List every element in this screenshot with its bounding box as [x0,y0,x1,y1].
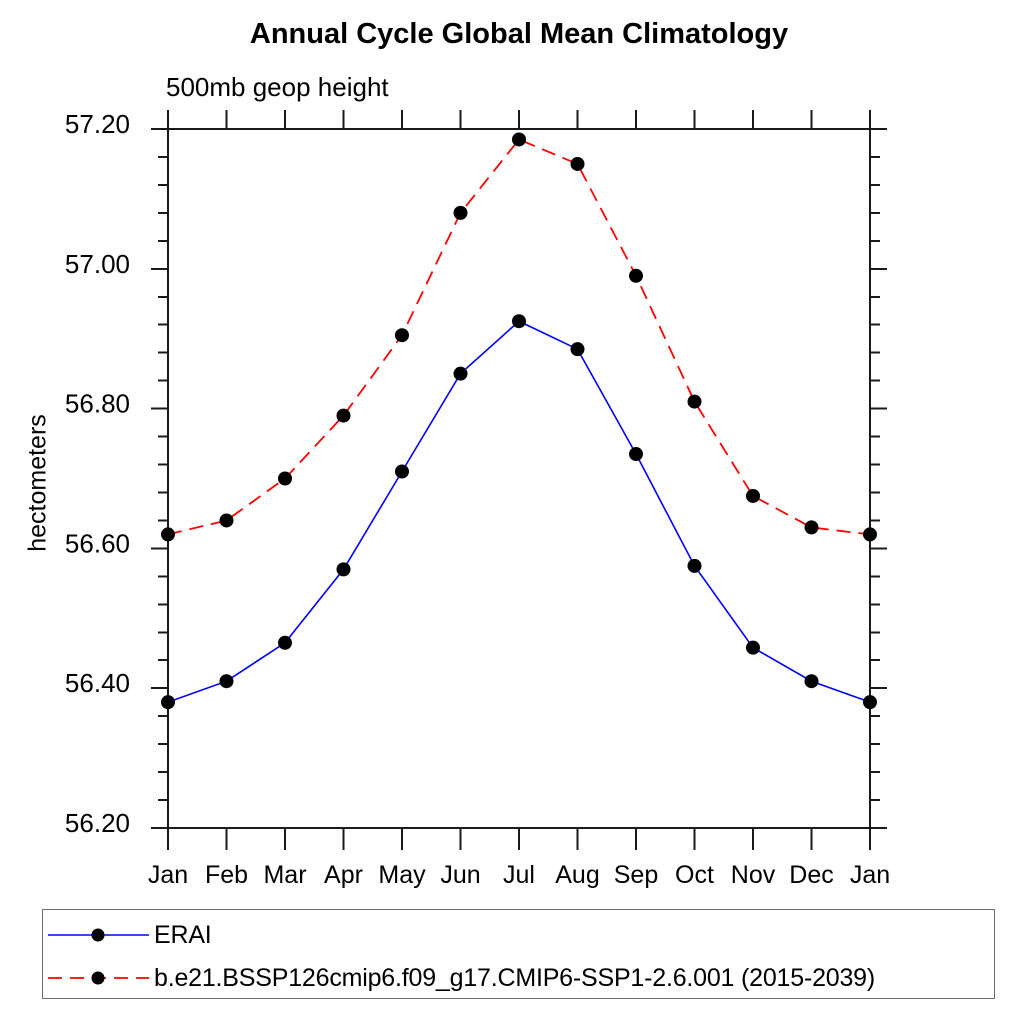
x-tick-label: Sep [614,861,658,889]
data-point [453,205,468,220]
data-point [629,447,643,462]
series-line-1 [167,138,871,536]
data-point [804,520,819,535]
data-point [278,635,292,650]
legend-label-model: b.e21.BSSP126cmip6.f09_g17.CMIP6-SSP1-2.… [154,963,876,992]
data-point [746,640,760,655]
data-point [395,464,409,479]
y-tick-label: 56.60 [65,528,130,558]
data-point [161,527,175,542]
data-point [395,328,409,343]
legend-sample-marker [91,971,105,985]
data-point [687,558,702,573]
x-tick-label: Oct [675,861,714,889]
x-tick-label: Nov [731,861,776,889]
chart-subtitle: 500mb geop height [166,72,389,102]
data-point [570,156,585,171]
x-tick-label: Jul [503,861,535,889]
data-point [512,132,526,147]
legend-sample-line-model [48,971,149,985]
legend: ERAI b.e21.BSSP126cmip6.f09_g17.CMIP6-SS… [42,909,995,999]
y-tick-label: 56.20 [65,808,130,838]
legend-item-model: b.e21.BSSP126cmip6.f09_g17.CMIP6-SSP1-2.… [46,964,875,992]
x-tick-label: Mar [263,861,306,889]
data-point [863,695,877,710]
data-point [687,394,702,409]
data-point [278,471,292,486]
data-point [804,674,819,689]
data-point [219,513,234,528]
x-tick-label: Jun [440,861,480,889]
y-tick-label: 57.00 [65,249,130,279]
data-point [629,268,643,283]
data-point [336,562,351,577]
data-point [570,342,585,357]
data-point [512,314,526,329]
data-point [746,488,760,503]
data-point [219,674,234,689]
y-tick-label: 56.40 [65,668,130,698]
x-tick-label: Dec [789,861,833,889]
legend-sample-marker [91,928,105,942]
legend-label-erai: ERAI [154,920,212,949]
x-tick-label: Apr [324,861,363,889]
data-point [161,695,175,710]
y-tick-label: 56.80 [65,389,130,419]
data-point [863,527,877,542]
plot-frame [167,128,871,829]
legend-sample-line-erai [48,928,149,942]
x-tick-label: Jan [148,861,188,889]
x-tick-label: Feb [205,861,248,889]
data-point [453,366,468,381]
data-point [336,408,351,423]
x-tick-label: Aug [555,861,599,889]
chart-title: Annual Cycle Global Mean Climatology [249,18,789,50]
series-line-0 [167,320,871,703]
legend-item-erai: ERAI [46,921,212,949]
x-tick-label: May [378,861,426,889]
x-tick-label: Jan [850,861,890,889]
y-tick-label: 57.20 [65,109,130,139]
